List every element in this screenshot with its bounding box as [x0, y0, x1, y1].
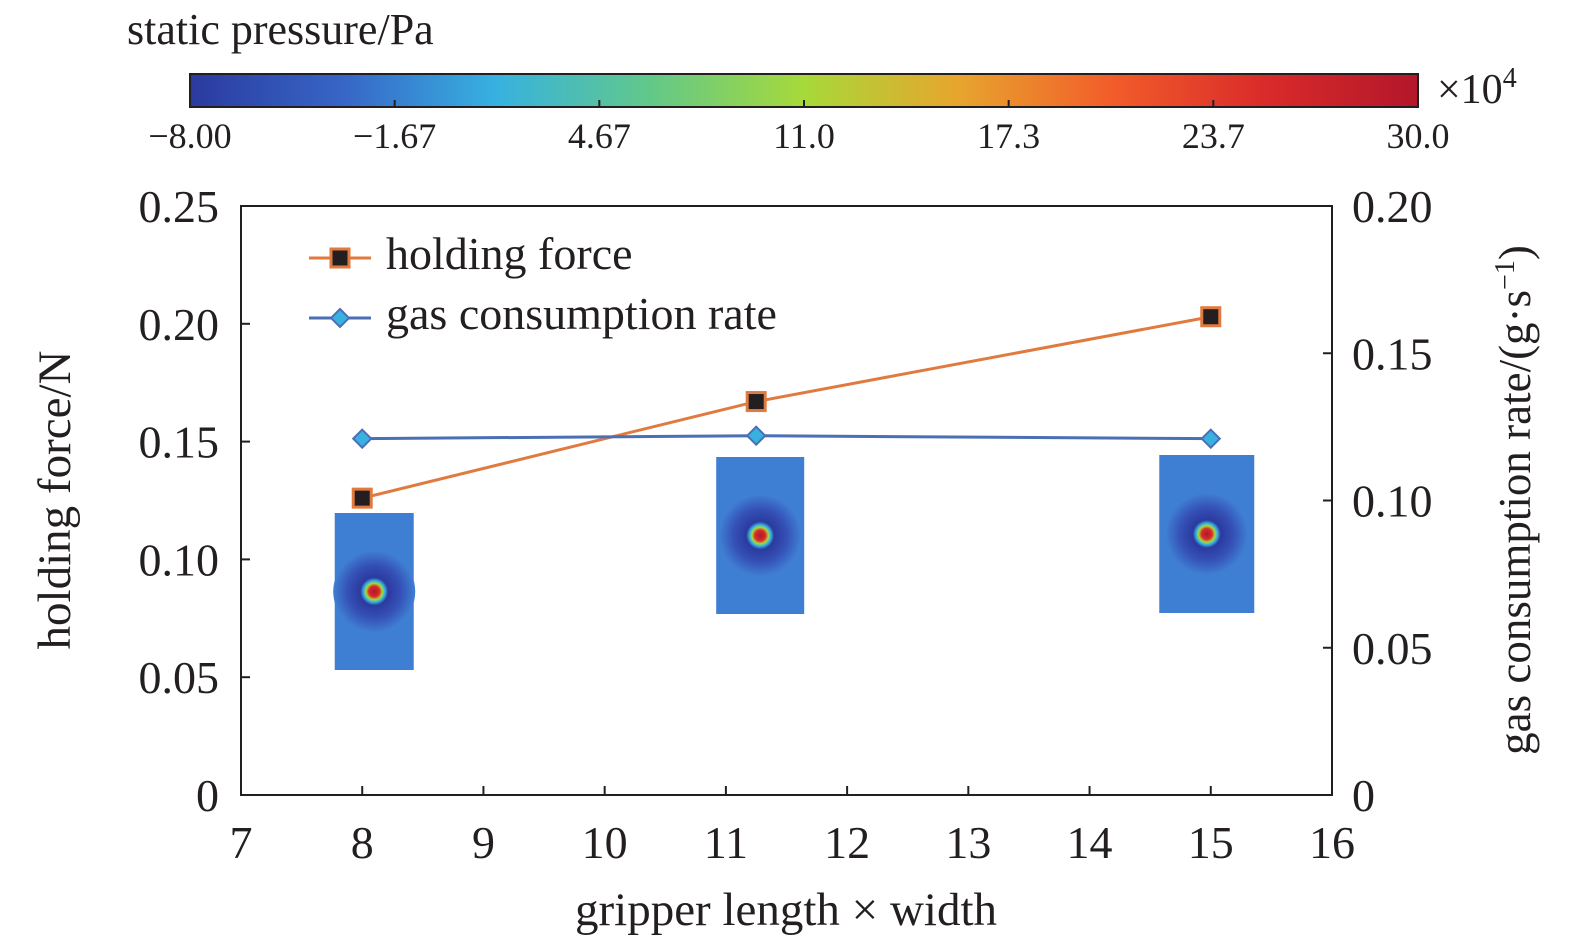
colorbar-ticks: −8.00 −1.67 4.67 11.0 17.3 23.7 30.0: [148, 100, 1450, 156]
colorbar-tick-label: 17.3: [977, 116, 1040, 156]
pressure-inset-hotspot: [719, 494, 802, 577]
x-tick-label: 13: [945, 817, 991, 868]
colorbar-multiplier-exponent: 4: [1503, 63, 1517, 94]
colorbar-tick-label: 4.67: [568, 116, 631, 156]
x-tick-label: 14: [1067, 817, 1113, 868]
y-tick-label: 0.05: [139, 652, 220, 703]
y2-tick-label: 0: [1352, 770, 1375, 821]
x-tick-label: 9: [472, 817, 495, 868]
y2-axis-label-exponent: −1: [1490, 260, 1521, 290]
x-tick-label: 10: [582, 817, 628, 868]
data-point-gas-consumption-rate: [351, 428, 373, 450]
y2-tick-label: 0.20: [1352, 181, 1433, 232]
data-point-holding-force: [745, 391, 767, 413]
series-layer: [351, 306, 1222, 509]
y-axis-left: 0 0.05 0.10 0.15 0.20 0.25: [139, 181, 250, 821]
x-axis: 7 8 9 10 11 12 13 14 15 16: [230, 786, 1355, 868]
x-tick-label: 8: [351, 817, 374, 868]
plot-area: 7 8 9 10 11 12 13 14 15 16 00.050.100.150.200.25 …: [139, 181, 1433, 868]
y2-axis-label-close: ): [1490, 245, 1540, 260]
y-tick-label: 0.20: [139, 299, 220, 350]
y2-tick-label: 0.10: [1352, 476, 1433, 527]
y-axis-label: holding force/N: [29, 351, 81, 650]
x-tick-label: 16: [1309, 817, 1355, 868]
legend-label-gas-consumption-rate: gas consumption rate: [386, 288, 777, 339]
y-tick-label: 0: [196, 770, 219, 821]
data-point-holding-force: [1200, 306, 1222, 328]
legend-marker-holding-force: [329, 247, 351, 269]
pressure-inset: [1159, 455, 1255, 613]
colorbar-tick-label: 30.0: [1387, 116, 1450, 156]
colorbar-tick-label: −1.67: [353, 116, 436, 156]
legend-marker-gas-consumption-rate: [329, 307, 351, 329]
x-axis-label: gripper length × width: [575, 884, 997, 936]
colorbar: static pressure/Pa −8.00 −1.67 4.67 11.0 17.…: [127, 5, 1517, 156]
colorbar-tick-label: −8.00: [148, 116, 231, 156]
y2-tick-label: 0.05: [1352, 623, 1433, 674]
data-point-gas-consumption-rate: [1200, 428, 1222, 450]
colorbar-multiplier: ×104: [1437, 63, 1517, 113]
x-tick-label: 15: [1188, 817, 1234, 868]
colorbar-tick-label: 23.7: [1182, 116, 1245, 156]
x-tick-label: 12: [824, 817, 870, 868]
series-line-gas-consumption-rate: [362, 434, 1211, 441]
y-tick-label: 0.10: [139, 534, 220, 585]
data-point-gas-consumption-rate: [745, 425, 767, 447]
y-axis-right: 0 0.05 0.10 0.15 0.20: [1323, 181, 1433, 821]
x-tick-label: 7: [230, 817, 253, 868]
legend-item-gas-consumption-rate: gas consumption rate: [309, 288, 777, 339]
y2-tick-label: 0.15: [1352, 328, 1433, 379]
colorbar-tick-label: 11.0: [773, 116, 835, 156]
y2-axis-label: gas consumption rate/(g·s−1): [1490, 245, 1540, 755]
legend: holding force gas consumption rate: [309, 228, 777, 339]
pressure-insets: [333, 455, 1255, 670]
data-point-holding-force: [351, 487, 373, 509]
y-tick-label: 0.15: [139, 417, 220, 468]
pressure-inset: [716, 457, 805, 614]
x-tick-label: 11: [704, 817, 748, 868]
pressure-inset-hotspot: [333, 550, 416, 633]
legend-item-holding-force: holding force: [309, 228, 633, 279]
legend-label-holding-force: holding force: [386, 228, 633, 279]
pressure-inset-hotspot: [1165, 493, 1248, 575]
pressure-inset: [333, 513, 416, 670]
colorbar-title: static pressure/Pa: [127, 5, 434, 54]
y-tick-label: 0.25: [139, 181, 220, 232]
